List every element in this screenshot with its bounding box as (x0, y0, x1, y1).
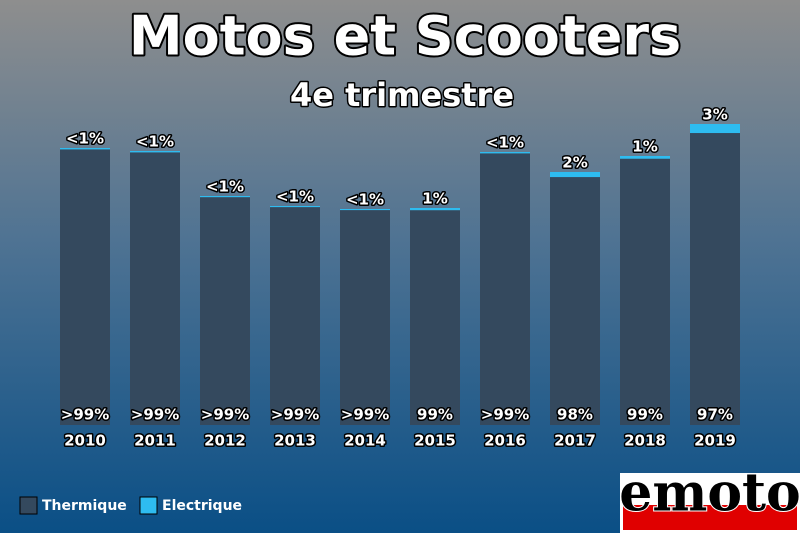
x-tick-label: 2011 (134, 432, 176, 450)
x-tick-label: 2017 (554, 432, 596, 450)
logo-band (623, 505, 797, 530)
bar-segment (130, 152, 180, 425)
data-label: >99% (271, 406, 319, 424)
data-label: >99% (131, 406, 179, 424)
bar-segment (620, 156, 670, 159)
x-tick-label: 2013 (274, 432, 316, 450)
data-label: <1% (276, 188, 314, 206)
x-tick-label: 2010 (64, 432, 106, 450)
bar-segment (60, 148, 110, 150)
x-tick-label: 2016 (484, 432, 526, 450)
bar-segment (270, 206, 320, 208)
bar-segment (200, 197, 250, 425)
data-label: <1% (66, 130, 104, 148)
data-label: >99% (61, 406, 109, 424)
chart-subtitle: 4e trimestre (290, 76, 514, 114)
bar-segment (130, 151, 180, 153)
legend-swatch (139, 496, 158, 515)
data-label: <1% (136, 133, 174, 151)
chart-title: Motos et Scooters (129, 5, 681, 68)
bar-segment (480, 152, 530, 154)
data-label: 99% (627, 406, 663, 424)
data-label: >99% (201, 406, 249, 424)
bar-segment (690, 133, 740, 425)
data-label: >99% (481, 406, 529, 424)
data-label: 1% (632, 138, 657, 156)
data-label: 1% (422, 190, 447, 208)
data-label: >99% (341, 406, 389, 424)
legend-swatch (19, 496, 38, 515)
bar-segment (620, 158, 670, 425)
bar-segment (60, 149, 110, 425)
logo: emoto (618, 462, 800, 533)
bar-segment (270, 207, 320, 425)
bar-segment (690, 124, 740, 134)
x-tick-label: 2015 (414, 432, 456, 450)
bar-segment (550, 177, 600, 425)
bar-segment (340, 209, 390, 211)
data-label: <1% (346, 191, 384, 209)
data-label: 3% (702, 106, 727, 124)
bar-segment (410, 208, 460, 211)
x-tick-label: 2019 (694, 432, 736, 450)
x-tick-label: 2014 (344, 432, 386, 450)
data-label: 99% (417, 406, 453, 424)
bar-segment (340, 210, 390, 425)
legend-label: Electrique (162, 498, 242, 514)
legend-label: Thermique (42, 498, 127, 514)
data-label: 97% (697, 406, 733, 424)
logo-text: emoto (619, 463, 800, 524)
x-tick-label: 2012 (204, 432, 246, 450)
bar-segment (480, 153, 530, 426)
data-label: <1% (206, 178, 244, 196)
data-label: 98% (557, 406, 593, 424)
bar-segment (200, 196, 250, 198)
bar-segment (410, 210, 460, 425)
bar-segment (550, 172, 600, 178)
data-label: <1% (486, 134, 524, 152)
data-label: 2% (562, 154, 587, 172)
x-tick-label: 2018 (624, 432, 666, 450)
